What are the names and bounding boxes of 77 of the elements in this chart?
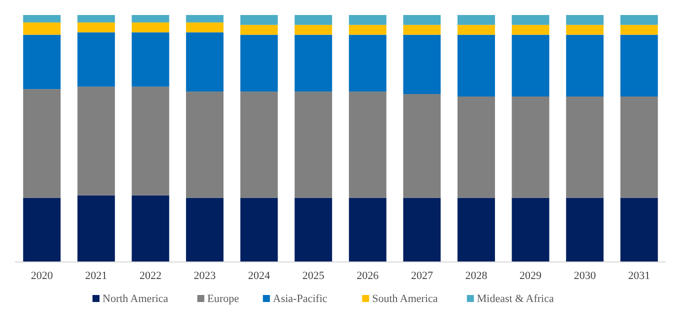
bar xyxy=(512,96,550,198)
bar xyxy=(512,15,550,25)
bar xyxy=(77,22,115,32)
legend-label: North America xyxy=(102,293,168,305)
bar xyxy=(620,15,658,25)
x-tick-label: 2022 xyxy=(139,270,162,282)
bar xyxy=(403,94,441,198)
x-tick-label: 2030 xyxy=(574,270,596,282)
bar xyxy=(186,22,224,32)
bar xyxy=(294,34,332,92)
bar xyxy=(77,195,115,262)
bar xyxy=(620,198,658,262)
x-tick-label: 2024 xyxy=(248,270,271,282)
x-tick-label: 2021 xyxy=(85,270,108,282)
legend-label: Mideast & Africa xyxy=(476,293,554,305)
bar xyxy=(458,15,495,25)
bar xyxy=(458,96,495,198)
legend-label: South America xyxy=(372,293,438,305)
bar xyxy=(566,96,604,198)
bar xyxy=(240,92,278,198)
bar xyxy=(458,34,495,97)
bar xyxy=(566,198,604,262)
x-tick-label: 2027 xyxy=(410,270,434,282)
x-tick-label: 2025 xyxy=(302,270,325,282)
x-tick-label: 2023 xyxy=(194,270,216,282)
bar xyxy=(458,198,495,262)
bar xyxy=(77,32,115,87)
bar xyxy=(23,15,61,22)
bar xyxy=(240,24,278,35)
x-tick-label: 2020 xyxy=(30,270,54,282)
bar xyxy=(294,15,332,25)
bar xyxy=(294,198,332,262)
bar xyxy=(23,34,61,90)
bar xyxy=(132,86,170,196)
bar xyxy=(566,34,604,97)
bar xyxy=(132,32,170,87)
bar xyxy=(620,96,658,198)
bar xyxy=(240,198,278,262)
bar xyxy=(132,195,170,262)
bar xyxy=(240,15,278,25)
bar xyxy=(186,15,224,22)
bar xyxy=(403,198,441,262)
bar xyxy=(566,15,604,25)
bar xyxy=(294,92,332,198)
bar xyxy=(186,198,224,262)
legend-label: Europe xyxy=(207,293,240,305)
bar xyxy=(403,34,441,94)
bar xyxy=(132,22,170,32)
legend-label: Asia-Pacific xyxy=(272,293,328,305)
x-tick-label: 2031 xyxy=(628,270,650,282)
bar xyxy=(294,24,332,35)
x-tick-label: 2029 xyxy=(520,270,542,282)
bar xyxy=(348,198,386,262)
bar xyxy=(77,86,115,196)
bar xyxy=(512,34,550,97)
bar xyxy=(23,198,61,262)
bar xyxy=(620,24,658,35)
bar xyxy=(348,92,386,198)
bar xyxy=(23,89,61,198)
bar xyxy=(186,92,224,198)
bar xyxy=(348,15,386,25)
bar xyxy=(348,24,386,35)
bar xyxy=(458,24,495,35)
bar xyxy=(348,34,386,92)
bar xyxy=(512,198,550,262)
x-tick-label: 2026 xyxy=(356,270,380,282)
bar xyxy=(23,22,61,35)
x-tick-label: 2028 xyxy=(465,270,488,282)
bar xyxy=(186,32,224,92)
bar xyxy=(512,24,550,35)
bar xyxy=(132,15,170,22)
bar xyxy=(620,34,658,97)
bar xyxy=(566,24,604,35)
bar xyxy=(240,34,278,92)
bar xyxy=(403,24,441,35)
bar xyxy=(403,15,441,25)
bar xyxy=(77,15,115,22)
